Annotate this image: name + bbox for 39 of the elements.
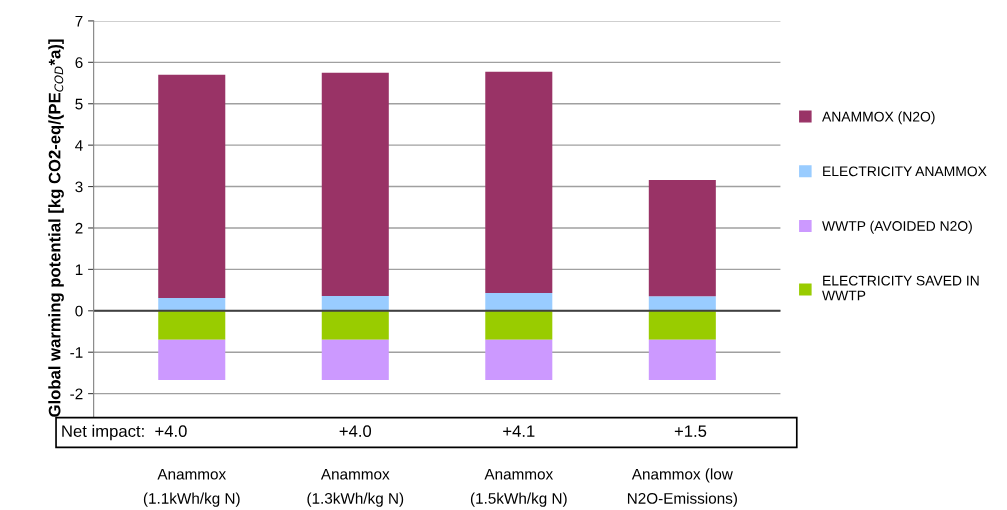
bar	[158, 297, 226, 311]
bar	[648, 296, 716, 311]
annotation: Net impact: +4.0	[62, 424, 187, 441]
annotation: +4.1	[503, 425, 535, 437]
bar	[485, 71, 553, 293]
y-tick-label: 1	[75, 264, 83, 275]
y-axis-title: Global warming potential [kg CO2-eq/(PE$_{COD}$*a)]	[48, 39, 64, 417]
bar	[321, 339, 389, 380]
annotation: +4.0	[339, 425, 372, 438]
bar	[321, 72, 389, 296]
bar	[485, 310, 553, 340]
bar	[321, 310, 389, 340]
y-tick-label: 3	[75, 181, 83, 193]
annotation: +1.5	[674, 425, 707, 438]
bar	[485, 292, 553, 311]
bar	[648, 339, 716, 380]
bar	[485, 339, 553, 380]
bar	[648, 179, 716, 297]
y-tick-label: 5	[75, 98, 83, 110]
legend-label: ANAMMOX (N2O)	[822, 111, 935, 125]
x-tick-label: Anammox (1.3kWh/kg N)	[307, 468, 404, 507]
legend-label: ELECTRICITY SAVED IN WWTP	[822, 275, 979, 301]
x-tick-label: Anammox (1.1kWh/kg N)	[143, 468, 240, 507]
x-tick-label: Anammox (low N2O-Emissions)	[627, 468, 737, 507]
bar	[321, 295, 389, 311]
legend-label: ELECTRICITY ANAMMOX	[823, 166, 987, 177]
y-tick-label: 0	[75, 305, 83, 317]
legend-label: WWTP (AVOIDED N2O)	[822, 220, 972, 234]
x-tick-label: Anammox (1.5kWh/kg N)	[470, 468, 567, 507]
bar	[158, 74, 226, 298]
y-tick-label: -2	[70, 388, 83, 400]
y-tick-label: 4	[75, 140, 83, 151]
y-tick-label: 2	[75, 222, 83, 234]
y-tick-label: -1	[70, 347, 83, 358]
y-tick-label: 7	[75, 15, 83, 27]
bar	[158, 310, 226, 340]
bar	[158, 339, 226, 380]
bar	[648, 310, 716, 340]
y-tick-label: 6	[75, 57, 83, 69]
